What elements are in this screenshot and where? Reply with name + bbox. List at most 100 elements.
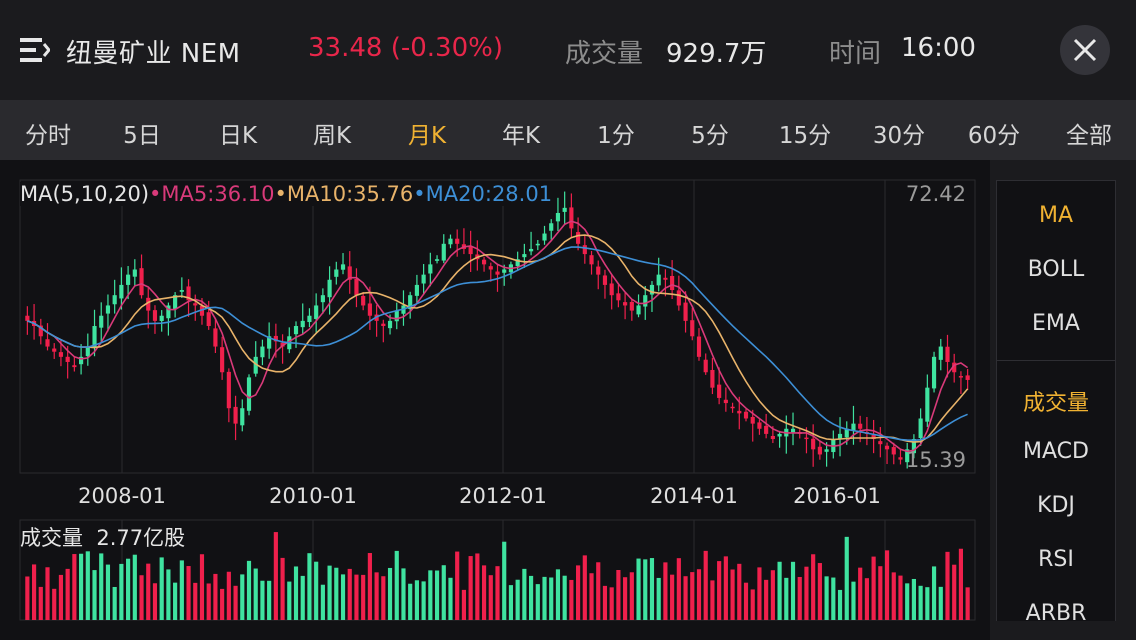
candle-body xyxy=(730,406,735,409)
volume-bar xyxy=(555,569,561,620)
volume-bar xyxy=(226,571,231,620)
candle-body xyxy=(542,233,547,241)
volume-bar xyxy=(945,551,950,620)
volume-bar xyxy=(314,561,319,620)
volume-bar xyxy=(455,551,460,620)
volume-bar xyxy=(851,581,856,620)
candle-body xyxy=(260,346,265,358)
tab-weekly-k[interactable]: 周K xyxy=(312,123,352,149)
volume-bar xyxy=(891,572,896,620)
indicator-ema[interactable]: EMA xyxy=(1032,311,1080,336)
volume-bar xyxy=(925,587,930,620)
volume-bar xyxy=(220,588,225,620)
candle-body xyxy=(790,428,796,433)
header-bar: 纽曼矿业 NEM 33.48 (-0.30%) 成交量 929.7万 时间 16… xyxy=(0,0,1136,100)
volume-bar xyxy=(374,572,379,620)
volume-bar xyxy=(952,564,957,620)
volume-legend: 成交量 2.77亿股 xyxy=(20,522,185,552)
candle-body xyxy=(428,264,433,274)
volume-bar xyxy=(623,577,628,620)
volume-bar xyxy=(750,589,755,620)
candle-body xyxy=(676,290,681,306)
volume-bar xyxy=(522,568,527,620)
candle-body xyxy=(515,259,520,267)
volume-bar xyxy=(737,563,742,620)
candle-body xyxy=(911,439,916,454)
candle-body xyxy=(448,238,453,245)
candle-body xyxy=(777,433,782,437)
candle-body xyxy=(723,399,728,404)
tab-fenshi[interactable]: 分时 xyxy=(25,123,71,149)
indicator-arbr[interactable]: ARBR xyxy=(1025,601,1087,621)
candle-body xyxy=(92,326,97,348)
indicator-kdj[interactable]: KDJ xyxy=(1037,493,1075,518)
tab-monthly-k[interactable]: 月K xyxy=(407,123,447,149)
candle-body xyxy=(670,275,675,291)
candle-body xyxy=(173,295,178,309)
volume-bar xyxy=(549,577,554,620)
candle-body xyxy=(958,376,964,378)
candle-body xyxy=(918,418,923,439)
candle-body xyxy=(663,277,668,280)
volume-bar xyxy=(260,580,265,620)
candle-body xyxy=(408,295,413,309)
indicator-volume[interactable]: 成交量 xyxy=(1022,391,1089,416)
candle-body xyxy=(696,336,702,357)
candle-body xyxy=(193,303,198,306)
volume-bar xyxy=(334,567,339,620)
tab-5min[interactable]: 5分 xyxy=(691,123,729,149)
candle-body xyxy=(354,278,359,296)
candle-body xyxy=(361,295,366,306)
indicator-macd[interactable]: MACD xyxy=(1023,439,1089,464)
volume-bar xyxy=(824,576,829,620)
volume-bar xyxy=(582,555,587,620)
indicator-ma[interactable]: MA xyxy=(1038,203,1074,228)
candle-body xyxy=(522,254,527,258)
volume-bar xyxy=(347,568,352,620)
candle-body xyxy=(226,371,231,409)
candle-body xyxy=(233,406,238,424)
candle-body xyxy=(750,416,755,424)
candle-body xyxy=(387,320,393,329)
candle-body xyxy=(132,269,137,277)
candle-body xyxy=(616,293,621,301)
volume-bar xyxy=(31,564,37,620)
tab-daily-k[interactable]: 日K xyxy=(218,123,258,149)
x-tick-label: 2014-01 xyxy=(650,484,738,508)
volume-bar xyxy=(267,580,272,620)
candle-body xyxy=(528,248,534,252)
volume-bar xyxy=(233,585,238,620)
volume-bar xyxy=(683,576,688,620)
candle-body xyxy=(824,449,829,452)
volume-bar xyxy=(938,586,943,620)
volume-bar xyxy=(730,569,735,620)
candlestick-chart[interactable] xyxy=(0,160,990,640)
indicator-boll[interactable]: BOLL xyxy=(1027,257,1085,282)
tab-60min[interactable]: 60分 xyxy=(967,123,1021,149)
tab-all[interactable]: 全部 xyxy=(1066,123,1112,149)
candle-body xyxy=(58,352,64,357)
tab-1min[interactable]: 1分 xyxy=(597,123,635,149)
volume-bar xyxy=(911,578,916,620)
stock-title: 纽曼矿业 NEM xyxy=(66,39,241,69)
candle-body xyxy=(300,320,305,328)
volume-bar xyxy=(79,553,84,620)
tab-30min[interactable]: 30分 xyxy=(872,123,926,149)
candle-body xyxy=(952,362,957,373)
candle-body xyxy=(414,284,419,296)
volume-bar xyxy=(58,574,64,620)
volume-bar xyxy=(99,553,104,620)
indicator-rsi[interactable]: RSI xyxy=(1038,547,1074,572)
volume-bar xyxy=(421,581,426,620)
candle-body xyxy=(307,315,312,323)
close-button[interactable] xyxy=(1060,25,1110,75)
tab-15min[interactable]: 15分 xyxy=(778,123,832,149)
tab-yearly-k[interactable]: 年K xyxy=(501,123,541,149)
volume-bar xyxy=(166,569,171,620)
candle-body xyxy=(683,302,688,321)
menu-icon[interactable] xyxy=(20,36,50,64)
tab-5day[interactable]: 5日 xyxy=(123,123,161,149)
time-label: 时间 xyxy=(829,39,882,69)
volume-bar xyxy=(515,579,520,620)
volume-bar xyxy=(246,560,252,620)
